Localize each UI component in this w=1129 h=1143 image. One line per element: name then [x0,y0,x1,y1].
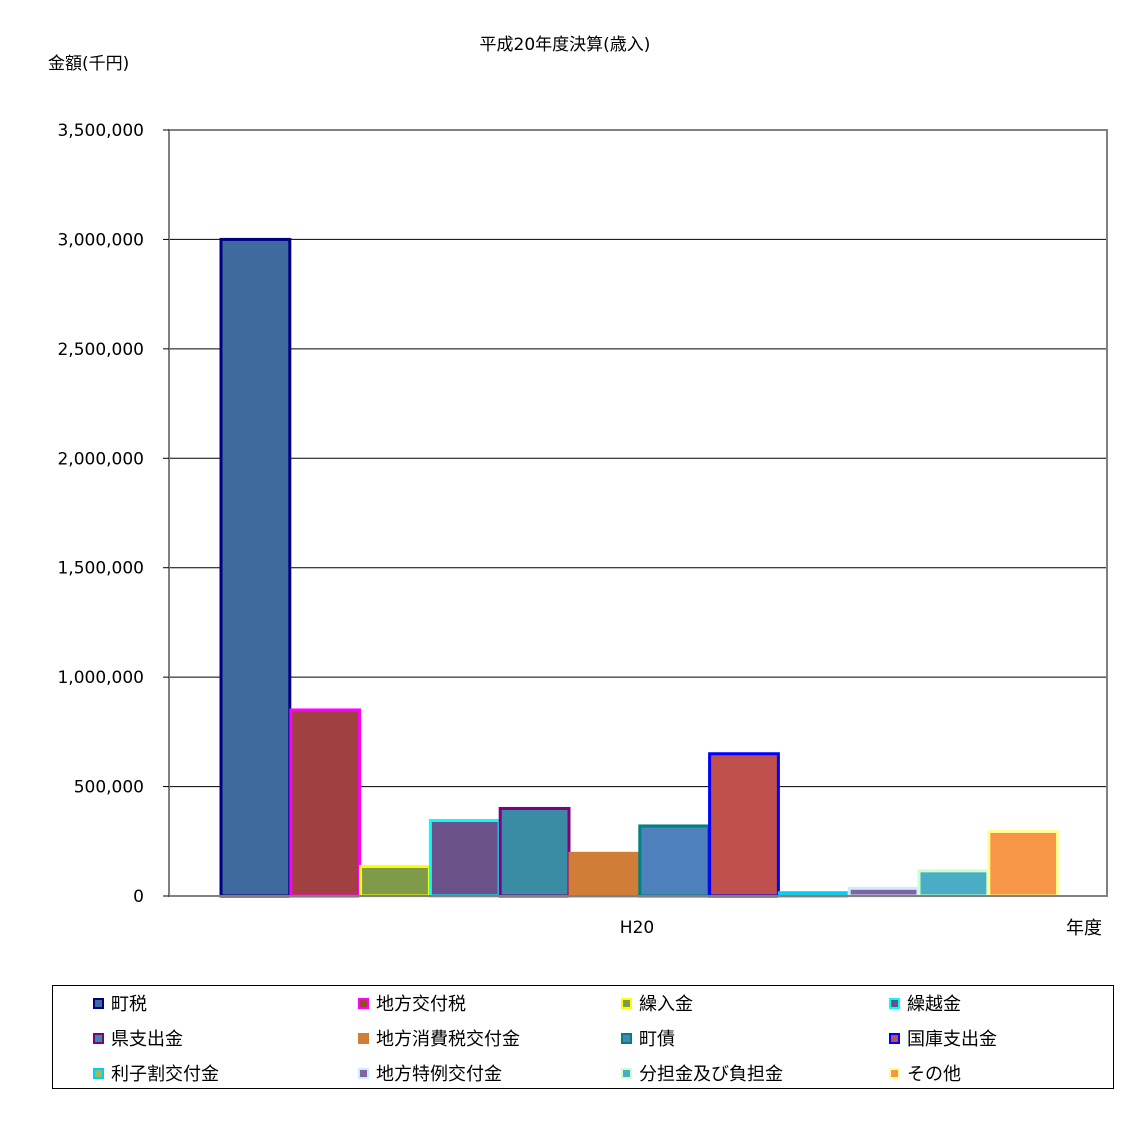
chart-title: 平成20年度決算(歳入) [480,35,651,55]
bar-6 [568,851,641,898]
gridlines [169,238,1107,788]
y-tick-label: 3,500,000 [57,121,144,141]
y-tick-label: 500,000 [74,778,144,798]
legend-item: 国庫支出金 [889,1026,997,1050]
bar-11 [917,869,990,898]
legend-label: 地方消費税交付金 [376,1029,520,1050]
y-tick-label: 2,000,000 [57,449,144,469]
legend-swatch [358,1067,369,1079]
legend-item: その他 [889,1061,961,1085]
legend-item: 繰入金 [621,991,693,1015]
legend-swatch [621,1032,632,1044]
bar-7 [638,824,711,898]
legend-swatch [358,997,369,1009]
legend-item: 町税 [93,991,147,1015]
legend-swatch [621,1067,632,1079]
bar-1 [219,237,292,898]
legend-swatch [358,1032,369,1044]
chart-area: 平成20年度決算(歳入) 金額(千円) 0 500,000 1,000,000 1,5… [48,35,1108,939]
legend-label: その他 [907,1064,961,1085]
legend-label: 分担金及び負担金 [639,1064,783,1085]
legend-item: 地方交付税 [358,991,466,1015]
y-tick-label: 3,000,000 [57,230,144,250]
legend-label: 繰入金 [639,994,693,1015]
legend-swatch [93,1032,104,1044]
legend-swatch [93,997,104,1009]
legend-swatch [889,1032,900,1044]
legend: 町税 地方交付税 繰入金 繰越金県支出金 地方消費税交付金 町債 国庫支出金利子割交付金 地方… [52,985,1114,1089]
y-tick-label: 0 [133,887,144,907]
legend-item: 地方消費税交付金 [358,1026,520,1050]
bar-3 [359,864,431,898]
legend-swatch [889,997,900,1009]
legend-label: 地方交付税 [376,994,466,1015]
legend-swatch [93,1067,104,1079]
legend-label: 町債 [639,1029,675,1050]
legend-label: 国庫支出金 [907,1029,997,1050]
bars [219,237,1060,898]
y-axis-label: 金額(千円) [48,54,129,74]
legend-item: 利子割交付金 [93,1061,219,1085]
bar-8 [708,752,780,898]
x-category-label: H20 [620,918,654,938]
legend-label: 町税 [111,994,147,1015]
legend-label: 地方特例交付金 [376,1064,502,1085]
x-axis-label: 年度 [1066,918,1102,939]
legend-item: 地方特例交付金 [358,1061,502,1085]
bar-4 [428,818,501,898]
y-tick-label: 1,000,000 [57,668,144,688]
bar-10 [847,886,920,898]
bar-12 [987,829,1060,898]
legend-item: 分担金及び負担金 [621,1061,783,1085]
bar-2 [289,708,362,898]
legend-item: 町債 [621,1026,675,1050]
legend-label: 繰越金 [907,994,961,1015]
legend-swatch [889,1067,900,1079]
legend-label: 利子割交付金 [111,1064,219,1085]
bar-5 [498,806,571,898]
y-axis-ticks: 0 500,000 1,000,000 1,500,000 2,000,000 2,500… [57,121,169,907]
y-tick-label: 2,500,000 [57,340,144,360]
y-tick-label: 1,500,000 [57,559,144,579]
plot-area-border [168,129,1108,897]
legend-swatch [621,997,632,1009]
legend-item: 県支出金 [93,1026,183,1050]
legend-label: 県支出金 [111,1029,183,1050]
legend-item: 繰越金 [889,991,961,1015]
